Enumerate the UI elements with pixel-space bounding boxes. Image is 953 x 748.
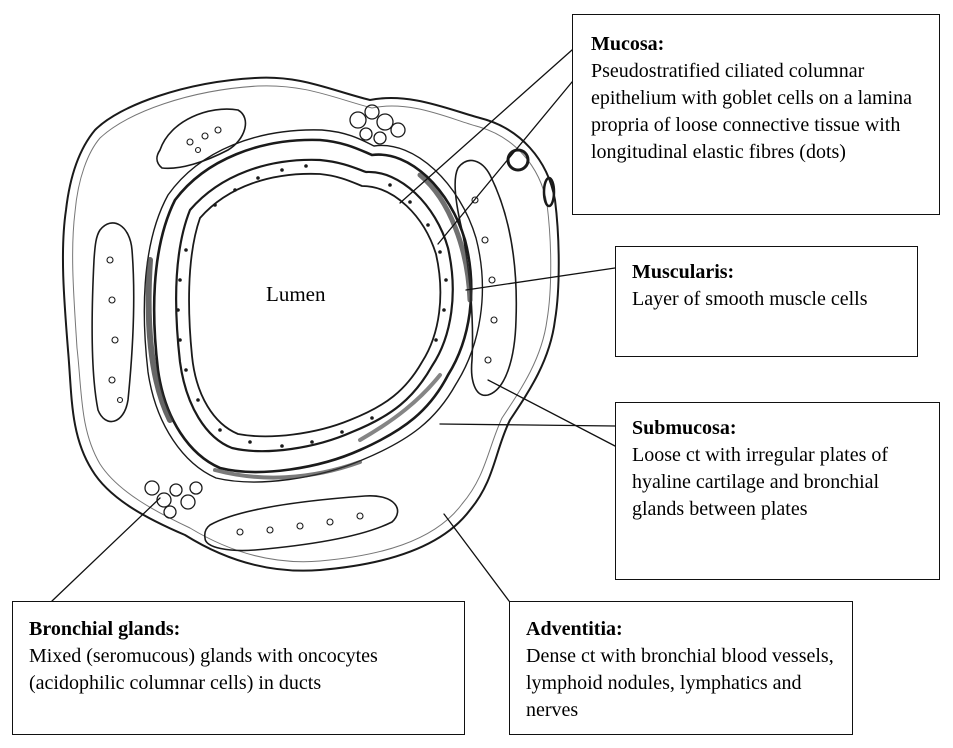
leader-glands: [51, 497, 161, 602]
cartilage-plate-top-left: [156, 108, 247, 170]
leader-mucosa-2: [437, 81, 573, 245]
gland-cluster-bottom-left: [144, 480, 203, 519]
cartilage-cells: [106, 126, 498, 536]
cartilage-plate-right: [454, 159, 518, 396]
submucosa-inner-line: [143, 129, 484, 483]
muscularis-outer-ring: [152, 138, 473, 474]
submucosa-title: Submucosa:: [632, 417, 737, 439]
blood-vessel: [506, 148, 530, 172]
elastic-fibre-dots: [176, 164, 448, 448]
bronchial-glands-title: Bronchial glands:: [29, 618, 181, 640]
leader-submucosa-2: [439, 423, 616, 427]
submucosa-label-box: Submucosa: Loose ct with irregular plate…: [615, 402, 940, 580]
leader-adventitia: [443, 513, 510, 602]
gland-cluster-top: [349, 104, 406, 145]
mucosa-label-box: Mucosa: Pseudostratified ciliated column…: [572, 14, 940, 215]
cartilage-plate-bottom: [203, 495, 399, 552]
muscularis-title: Muscularis:: [632, 261, 735, 283]
mucosa-title: Mucosa:: [591, 33, 665, 55]
adventitia-outline: [61, 76, 560, 572]
lumen-edge: [188, 172, 442, 438]
bronchial-glands-label-box: Bronchial glands: Mixed (seromucous) gla…: [12, 601, 465, 735]
leader-mucosa-1: [399, 49, 573, 204]
leader-lines: [51, 49, 616, 602]
bronchial-glands-description: Mixed (seromucous) glands with oncocytes…: [29, 645, 378, 694]
muscularis-label-box: Muscularis: Layer of smooth muscle cells: [615, 246, 918, 357]
mucosa-inner-ring: [175, 158, 454, 453]
submucosa-description: Loose ct with irregular plates of hyalin…: [632, 444, 889, 520]
adventitia-title: Adventitia:: [526, 618, 623, 640]
blood-vessel-small: [542, 176, 556, 208]
lumen-label: Lumen: [266, 282, 326, 306]
adventitia-description: Dense ct with bronchial blood vessels, l…: [526, 645, 834, 721]
leader-muscularis: [465, 267, 616, 291]
mucosa-description: Pseudostratified ciliated columnar epith…: [591, 60, 913, 163]
cartilage-plate-left: [91, 222, 135, 423]
leader-submucosa-1: [487, 379, 616, 447]
adventitia-label-box: Adventitia: Dense ct with bronchial bloo…: [509, 601, 853, 735]
muscularis-description: Layer of smooth muscle cells: [632, 288, 868, 310]
